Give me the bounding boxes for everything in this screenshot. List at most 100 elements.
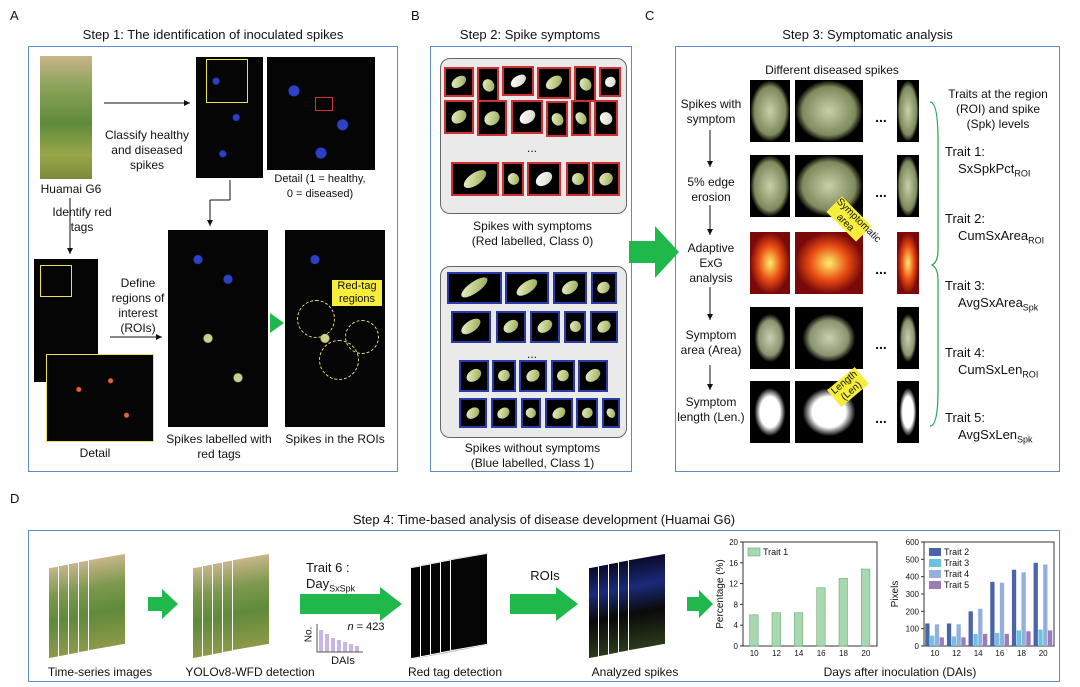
red-tile-9 — [546, 101, 568, 137]
bar-trait-5-12 — [961, 637, 966, 646]
spike-leaf — [495, 367, 513, 385]
bar-trait-4-20 — [1043, 564, 1048, 646]
spike-leaf — [495, 404, 513, 422]
y-tick-label-0: 0 — [915, 642, 920, 651]
y-tick-label-4: 400 — [906, 573, 920, 582]
y-tick-label-6: 600 — [906, 538, 920, 547]
red-tile-14 — [527, 162, 561, 196]
spike-leaf — [550, 404, 568, 422]
row-label-0: Spikes with symptom — [680, 97, 742, 126]
green-arrow-d1-shaft — [148, 597, 162, 611]
trait-3-name-sub: Spk — [1022, 302, 1039, 313]
spike-leaf — [464, 366, 484, 386]
bar-trait-3-12 — [951, 636, 956, 646]
panel-c-frame — [675, 46, 1060, 472]
rois-caption: Spikes in the ROIs — [285, 432, 385, 446]
panel-c-flow-arrows — [707, 130, 713, 390]
spike-leaf — [449, 73, 469, 91]
green-arrow-d3-head — [556, 587, 578, 621]
trait-3-label: Trait 3: — [945, 278, 985, 293]
stack-an-frame-4 — [628, 552, 666, 652]
inset-n: n — [347, 621, 354, 633]
spike-leaf — [505, 170, 521, 188]
analyzed-label: Analyzed spikes — [591, 665, 679, 679]
legend-swatch-3 — [929, 581, 941, 589]
bar-trait-2-18 — [1011, 569, 1017, 646]
spike-image-r0-c2 — [897, 80, 919, 142]
legend-swatch-0 — [747, 547, 761, 557]
detail-label: Detail — [79, 446, 111, 460]
y-tick-label-2: 8 — [734, 600, 739, 609]
row-dots-0: ... — [875, 109, 887, 125]
spike-leaf — [479, 76, 497, 94]
spike-leaf — [594, 318, 614, 336]
trait-5-name-main: AvgSxLen — [958, 427, 1018, 442]
bar-trait-1-12 — [771, 612, 781, 647]
trait-1-name-main: SxSpkPct — [958, 161, 1015, 176]
bar-trait-2-12 — [946, 623, 952, 646]
spike-leaf — [535, 317, 555, 337]
y-tick-label-4: 16 — [729, 559, 738, 568]
red-tile-11 — [594, 100, 618, 136]
spike-image-r2-c0 — [750, 232, 790, 294]
spike-leaf — [458, 274, 491, 302]
bar-trait-3-18 — [1016, 630, 1021, 646]
blue-tile-9 — [459, 360, 489, 392]
spike-leaf — [481, 108, 503, 128]
y-axis-label: Percentage (%) — [715, 559, 726, 628]
panel-d-title: Step 4: Time-based analysis of disease d… — [352, 512, 736, 527]
spike-leaf — [569, 170, 587, 188]
x-tick-label-16: 16 — [817, 649, 826, 658]
diseased-marker — [315, 97, 333, 111]
spike-leaf — [595, 279, 613, 297]
spike-leaf — [524, 405, 538, 420]
blue-tile-19 — [602, 398, 620, 428]
row-label-4: Symptom length (Len.) — [677, 395, 745, 424]
spike-leaf — [579, 405, 595, 421]
roi-circle-3 — [345, 320, 379, 354]
spike-leaf — [567, 319, 583, 335]
blue-tile-10 — [492, 360, 516, 392]
trait-5-label: Trait 5: — [945, 410, 985, 425]
spike-image-r3-c1 — [795, 307, 863, 369]
red-tile-10 — [571, 100, 591, 136]
without-symptoms-caption-1: Spikes without symptoms — [464, 441, 601, 455]
spike-leaf — [604, 406, 618, 420]
y-tick-label-0: 0 — [734, 642, 739, 651]
inset-n-label: n = 423 — [338, 620, 394, 635]
spike-image-r2-c1 — [795, 232, 863, 294]
spike-image-r1-c0 — [750, 155, 790, 217]
y-tick-label-5: 20 — [729, 538, 738, 547]
red-tile-13 — [502, 162, 524, 196]
trait-4-name-main: CumSxLen — [958, 362, 1023, 377]
rois-arrow-label: ROIs — [530, 568, 560, 583]
x-tick-label-10: 10 — [750, 649, 759, 658]
spike-leaf — [533, 168, 555, 190]
roi-circle-2 — [319, 340, 359, 380]
trait-2-label: Trait 2: — [945, 211, 985, 226]
panel-a-frame — [28, 46, 398, 472]
legend-swatch-2 — [929, 570, 941, 578]
inset-bar-1 — [325, 634, 329, 652]
inset-eq: = 423 — [356, 621, 385, 633]
legend-label-0: Trait 1 — [763, 547, 788, 557]
red-tile-5 — [599, 67, 621, 97]
spike-image-r4-c2 — [897, 381, 919, 443]
trait-1-name-sub: ROI — [1014, 168, 1031, 179]
blue-tile-5 — [496, 311, 526, 343]
huamai-label: Huamai G6 — [40, 182, 102, 196]
traits-bracket — [929, 101, 939, 427]
panel-a-title: Step 1: The identification of inoculated… — [82, 27, 344, 42]
trait-4-name-sub: ROI — [1022, 369, 1039, 380]
traits-pixels-chart: 0 100 200 300 400 500 600 10 12 14 16 18 20 Pixels Tra… — [890, 538, 1055, 658]
blue-ellipsis: ... — [526, 347, 537, 361]
bar-trait-5-10 — [939, 637, 944, 646]
huamai-photo — [40, 56, 92, 179]
y-tick-label-3: 300 — [906, 590, 920, 599]
bar-trait-2-10 — [925, 623, 930, 646]
y-axis-label: Pixels — [890, 581, 901, 608]
blue-tile-11 — [519, 360, 547, 392]
green-arrow-b-c — [629, 241, 655, 263]
labelled-caption: Spikes labelled with red tags — [166, 432, 272, 461]
blue-tile-6 — [530, 311, 560, 343]
